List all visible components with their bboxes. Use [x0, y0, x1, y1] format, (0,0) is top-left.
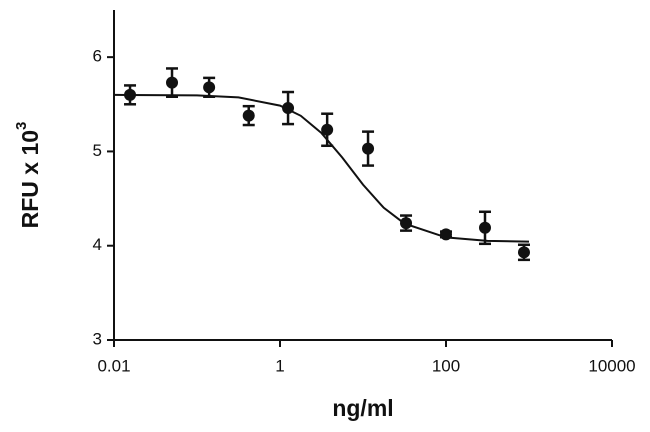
data-point	[242, 109, 255, 122]
y-axis-title-sup: 3	[13, 122, 30, 130]
data-point	[203, 81, 216, 94]
data-point	[400, 217, 413, 230]
data-point	[321, 123, 334, 136]
data-point	[282, 102, 295, 115]
x-axis-title: ng/ml	[332, 395, 393, 421]
data-point	[362, 142, 375, 155]
y-axis-title-text: RFU x 10	[17, 130, 43, 228]
y-tick-label: 5	[93, 141, 102, 160]
y-axis-title: RFU x 103	[13, 122, 43, 229]
x-tick-label: 0.01	[97, 356, 130, 375]
x-tick-label: 10000	[588, 356, 635, 375]
y-tick-label: 4	[93, 235, 102, 254]
x-tick-label: 100	[432, 356, 460, 375]
y-tick-label: 3	[93, 329, 102, 348]
y-tick-label: 6	[93, 47, 102, 66]
fit-curve	[113, 93, 530, 243]
data-point	[124, 88, 137, 101]
x-tick-label: 1	[275, 356, 284, 375]
data-point	[166, 76, 179, 89]
data-point	[517, 246, 530, 259]
data-point	[478, 221, 491, 234]
data-point	[440, 228, 452, 241]
